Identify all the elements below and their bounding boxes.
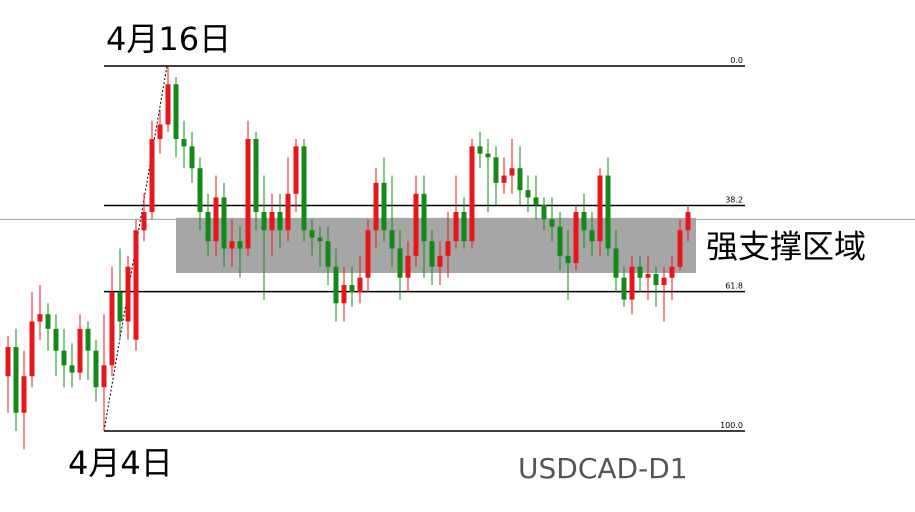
candle-body: [453, 212, 459, 242]
candle-body: [333, 266, 339, 304]
candle-body: [405, 255, 411, 278]
candle-body: [413, 193, 419, 256]
candle-body: [637, 266, 643, 278]
candle-body: [277, 212, 283, 231]
candle-body: [565, 255, 571, 264]
candle-body: [21, 376, 27, 413]
candle-body: [293, 146, 299, 194]
candle-body: [213, 197, 219, 242]
candle-body: [421, 193, 427, 242]
candle-body: [101, 365, 107, 388]
fib-level-label: 0.0: [730, 56, 743, 65]
candle-body: [45, 314, 51, 329]
chart-title: USDCAD-D1: [518, 452, 688, 485]
candle-body: [317, 237, 323, 242]
candle-body: [485, 153, 491, 158]
candle-body: [141, 212, 147, 231]
candle-body: [533, 197, 539, 205]
candle-body: [165, 84, 171, 125]
candle-body: [653, 274, 659, 286]
candle-body: [581, 212, 587, 231]
high-date-label: 4月16日: [106, 20, 231, 58]
zone-label: 强支撑区域: [706, 227, 866, 265]
candle-body: [501, 175, 507, 183]
candle-body: [381, 182, 387, 231]
candle-body: [477, 146, 483, 154]
candle-body: [357, 277, 363, 293]
candle-body: [5, 347, 11, 377]
candle-body: [173, 84, 179, 140]
candle-body: [85, 328, 91, 351]
candle-body: [13, 347, 19, 413]
candle-body: [37, 314, 43, 322]
candle-body: [389, 230, 395, 249]
fib-level-label: 61.8: [725, 282, 743, 291]
candle-body: [677, 230, 683, 267]
candle-body: [445, 241, 451, 256]
candle-body: [93, 350, 99, 388]
candle-body: [61, 350, 67, 366]
candle-body: [397, 248, 403, 278]
candle-body: [613, 248, 619, 278]
candle-body: [685, 212, 691, 231]
candle-body: [605, 175, 611, 249]
candle-body: [29, 321, 35, 377]
candle-body: [125, 266, 131, 322]
candle-body: [221, 197, 227, 249]
candle-body: [493, 157, 499, 183]
candle-body: [77, 328, 83, 373]
candle-body: [629, 266, 635, 300]
candle-body: [573, 212, 579, 264]
candle-body: [373, 182, 379, 231]
candle-body: [253, 139, 259, 213]
candle-body: [469, 146, 475, 242]
fib-level-label: 100.0: [720, 421, 743, 430]
candle-body: [133, 230, 139, 340]
candle-body: [309, 230, 315, 238]
candle-body: [549, 219, 555, 227]
candle-body: [661, 277, 667, 286]
fib-level-label: 38.2: [725, 195, 743, 204]
candle-body: [229, 241, 235, 249]
candle-body: [301, 146, 307, 231]
candle-body: [325, 241, 331, 267]
candle-body: [269, 212, 275, 231]
candle-body: [517, 168, 523, 191]
candle-body: [261, 212, 267, 231]
low-date-label: 4月4日: [68, 444, 173, 482]
candle-body: [525, 190, 531, 198]
candle-body: [117, 292, 123, 322]
candle-body: [149, 139, 155, 213]
candle-body: [349, 285, 355, 293]
candle-body: [189, 146, 195, 169]
candle-body: [669, 266, 675, 278]
candle-body: [597, 175, 603, 242]
candle-body: [429, 241, 435, 267]
candle-body: [437, 255, 443, 267]
candle-body: [621, 277, 627, 300]
candle-body: [53, 328, 59, 351]
candle-body: [237, 241, 243, 249]
candle-body: [181, 139, 187, 147]
candle-body: [245, 139, 251, 249]
candle-body: [461, 212, 467, 242]
candle-body: [557, 226, 563, 256]
candle-body: [509, 168, 515, 176]
candle-body: [541, 204, 547, 220]
candle-body: [205, 212, 211, 242]
candle-body: [365, 230, 371, 278]
candle-body: [285, 193, 291, 231]
candle-body: [109, 292, 115, 366]
candle-body: [69, 365, 75, 373]
candle-body: [589, 230, 595, 242]
candle-body: [341, 285, 347, 304]
candle-body: [645, 274, 651, 278]
candle-body: [157, 124, 163, 140]
candle-body: [197, 168, 203, 213]
